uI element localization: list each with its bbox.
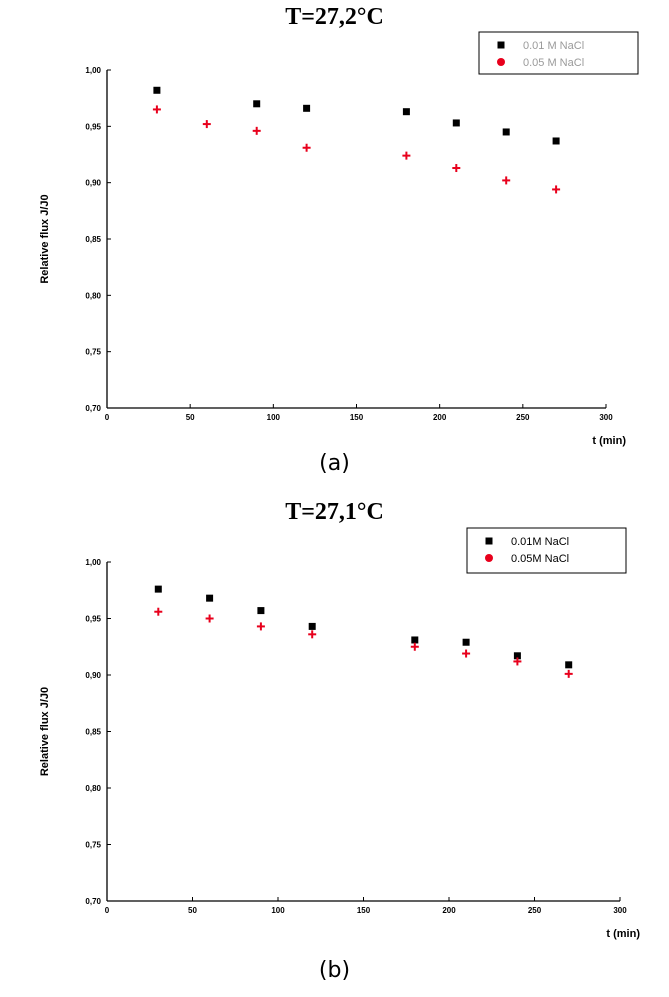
series-2 [152,105,561,194]
legend-box [466,527,627,574]
data-point [402,151,411,160]
data-point [302,143,311,152]
y-axis-title: Relative flux J/J0 [39,194,51,283]
y-tick-label: 0,90 [85,179,101,188]
chart-a: 0 50 100 150 200 250 300 1,00 0,95 0,90 0,85 0,80 0,… [39,31,639,447]
x-tick-label: 250 [528,906,542,915]
legend: 0.01M NaCl 0.05M NaCl [466,527,627,574]
data-point [154,585,162,593]
data-point [205,614,214,623]
chart-panel-a: T=27,2°C 0 50 100 150 200 250 300 1,00 0,95 0,90 0… [0,0,669,490]
data-point [257,607,265,615]
data-point [513,657,522,666]
x-tick-label: 300 [599,413,613,422]
legend-label: 0.01M NaCl [511,536,569,548]
y-tick-label: 0,70 [85,897,101,906]
data-point [252,126,261,135]
data-point [402,108,410,116]
y-tick-label: 0,95 [85,122,101,131]
y-axis-title: Relative flux J/J0 [39,687,51,776]
y-tick-label: 0,70 [85,404,101,413]
y-tick-label: 0,90 [85,671,101,680]
legend-box [478,31,639,75]
chart-caption: (a) [319,451,350,476]
x-tick-label: 100 [271,906,285,915]
data-point [153,86,161,94]
legend-label: 0.05 M NaCl [523,57,584,69]
data-point [411,636,419,644]
chart-title: T=27,2°C [285,4,384,30]
x-tick-label: 200 [442,906,456,915]
data-point [154,607,163,616]
legend-marker [485,537,493,545]
x-axis-title: t (min) [606,928,640,940]
chart-title: T=27,1°C [285,499,384,525]
data-point [206,594,214,602]
chart-b: 0 50 100 150 200 250 300 1,00 0,95 0,90 0,85 0,80 0,… [39,527,640,940]
data-point [462,649,471,658]
data-point [462,638,470,646]
data-point [303,104,311,112]
data-point [564,669,573,678]
x-tick-label: 150 [350,413,364,422]
x-tick-label: 100 [267,413,281,422]
data-point [452,119,460,127]
x-tick-label: 250 [516,413,530,422]
chart-panel-b: T=27,1°C 0 50 100 150 200 250 300 1,00 0,95 0,90 0… [0,495,669,997]
data-point [552,185,561,194]
data-point [502,176,511,185]
x-tick-label: 150 [357,906,371,915]
legend-marker [497,58,505,66]
data-point [565,661,573,669]
x-tick-label: 200 [433,413,447,422]
data-point [552,137,560,145]
y-tick-label: 0,95 [85,615,101,624]
chart-caption: (b) [318,958,351,983]
data-point [513,652,521,660]
y-tick-label: 1,00 [85,66,101,75]
y-tick-label: 0,85 [85,235,101,244]
x-axis-title: t (min) [592,435,626,447]
y-tick-label: 0,75 [85,841,101,850]
data-point [152,105,161,114]
data-point [202,120,211,129]
x-tick-label: 50 [186,413,195,422]
y-tick-label: 0,85 [85,728,101,737]
y-tick-label: 0,80 [85,291,101,300]
y-tick-label: 1,00 [85,558,101,567]
data-point [256,622,265,631]
data-point [253,100,261,108]
y-tick-label: 0,75 [85,348,101,357]
x-tick-label: 300 [613,906,627,915]
legend-label: 0.01 M NaCl [523,40,584,52]
series-1 [154,585,573,669]
data-point [410,642,419,651]
y-tick-label: 0,80 [85,784,101,793]
x-tick-label: 0 [105,906,110,915]
data-point [452,164,461,173]
data-point [308,622,316,630]
data-point [502,128,510,136]
legend: 0.01 M NaCl 0.05 M NaCl [478,31,639,75]
series-2 [154,607,573,678]
data-point [308,630,317,639]
series-1 [153,86,560,145]
legend-marker [485,554,493,562]
x-tick-label: 0 [105,413,110,422]
legend-marker [497,41,505,49]
legend-label: 0.05M NaCl [511,553,569,565]
x-tick-label: 50 [188,906,197,915]
